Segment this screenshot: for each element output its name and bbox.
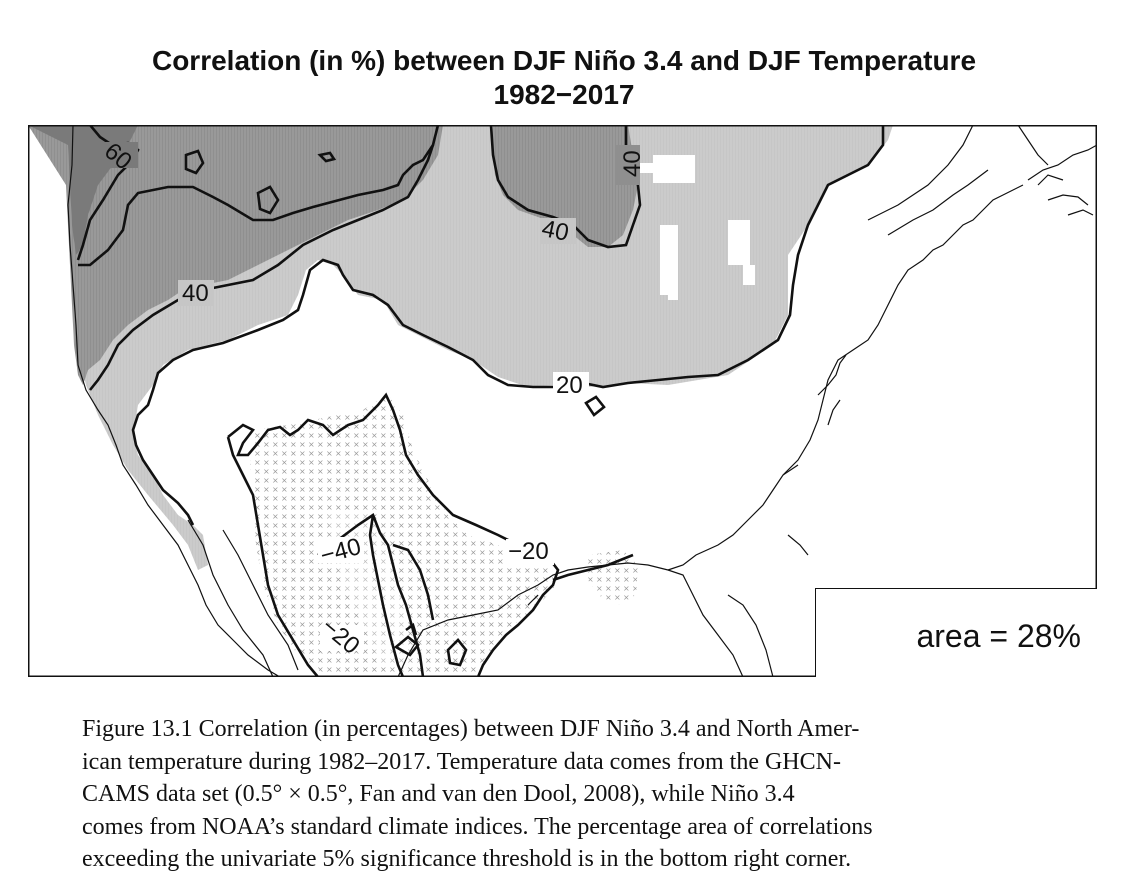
caption-line-2: ican temperature during 1982–2017. Tempe… xyxy=(82,748,841,775)
title-line-1: Correlation (in %) between DJF Niño 3.4 … xyxy=(151,45,977,76)
contour-label-40-north: 40 xyxy=(539,215,571,247)
title-line-2: 1982−2017 xyxy=(493,79,635,110)
caption-line-4: comes from NOAA’s standard climate indic… xyxy=(82,813,873,840)
caption-line-3: CAMS data set (0.5° × 0.5°, Fan and van … xyxy=(82,781,795,807)
area-box: area = 28% xyxy=(815,588,1097,677)
contour-lines xyxy=(76,125,885,677)
caption-line-5: exceeding the univariate 5% significance… xyxy=(82,846,852,872)
map-frame xyxy=(28,125,1097,677)
caption-line-1: Figure 13.1 Correlation (in percentages)… xyxy=(82,716,860,742)
coastlines xyxy=(67,125,1097,677)
figure-title: Correlation (in %) between DJF Niño 3.4 … xyxy=(0,44,1128,112)
contour-label-20-central: 20 xyxy=(556,372,583,399)
correlation-map: × xyxy=(28,125,1097,677)
contour-label-40-northwest: 40 xyxy=(182,280,209,307)
contour-label-40-vertical: 40 xyxy=(619,150,646,177)
negative-significant-stipple xyxy=(250,395,556,677)
area-label: area = 28% xyxy=(916,618,1081,654)
contour-label-minus-20-south: −20 xyxy=(508,538,549,565)
figure-caption: Figure 13.1 Correlation (in percentages)… xyxy=(82,713,1048,876)
